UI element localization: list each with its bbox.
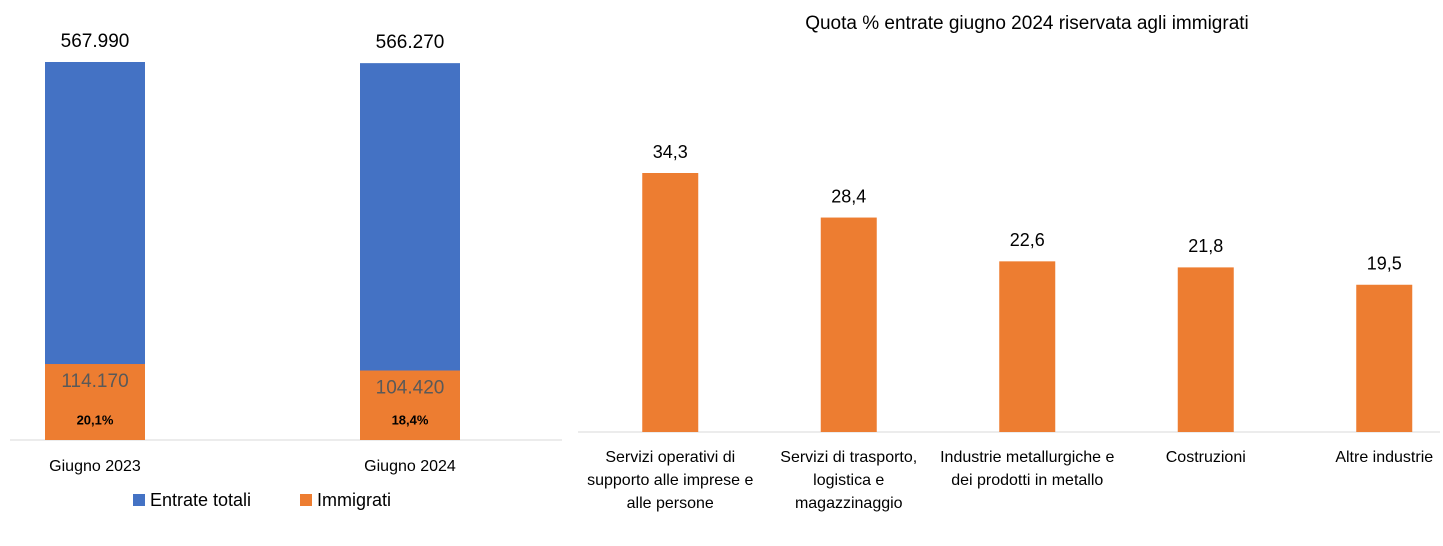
bar <box>1177 267 1234 432</box>
x-tick-label: Industrie metallurgiche e dei prodotti i… <box>940 449 1115 489</box>
x-tick-label: Servizi di trasporto, logistica e magazz… <box>780 449 918 512</box>
value-label: 567.990 <box>61 31 130 52</box>
legend-swatch <box>133 494 145 506</box>
x-tick-label: Giugno 2024 <box>364 458 456 475</box>
bar <box>820 217 877 432</box>
bar <box>642 173 699 432</box>
legend-swatch <box>300 494 312 506</box>
value-label: 114.170 <box>61 371 128 392</box>
legend-label: Immigrati <box>317 490 391 510</box>
value-label: 34,3 <box>653 142 688 162</box>
legend-label: Entrate totali <box>150 490 251 510</box>
bar <box>45 364 145 440</box>
bar <box>1356 284 1413 432</box>
value-label: 19,5 <box>1367 254 1402 274</box>
share-label: 18,4% <box>392 412 429 427</box>
x-tick-label: Servizi operativi di supporto alle impre… <box>587 449 754 512</box>
chart-title: Quota % entrate giugno 2024 riservata ag… <box>805 13 1249 34</box>
share-label: 20,1% <box>77 412 114 427</box>
bar <box>360 370 460 440</box>
x-tick-label: Altre industrie <box>1335 449 1434 466</box>
bar <box>999 261 1056 432</box>
value-label: 22,6 <box>1010 230 1045 250</box>
value-label: 104.420 <box>376 378 445 399</box>
value-label: 28,4 <box>831 186 866 206</box>
x-tick-label: Giugno 2023 <box>49 458 141 475</box>
value-label: 21,8 <box>1188 236 1223 256</box>
value-label: 566.270 <box>376 32 445 53</box>
x-tick-label: Costruzioni <box>1165 449 1246 466</box>
